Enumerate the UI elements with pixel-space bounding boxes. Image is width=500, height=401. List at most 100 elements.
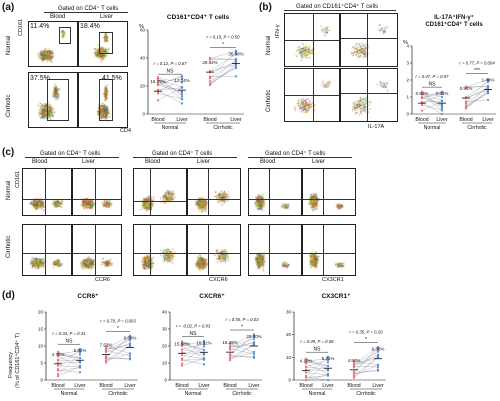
blood-point xyxy=(304,368,308,371)
paired-line xyxy=(209,58,237,84)
blood-point xyxy=(304,357,308,360)
stat-label: r = 0.34, P = 0.31 xyxy=(52,331,86,336)
x-tick-label: Liver xyxy=(74,383,86,389)
chart-title: CX3CR1⁺ xyxy=(321,293,351,300)
pct-normal-blood: 11.4% xyxy=(30,23,50,30)
blood-point xyxy=(180,343,184,346)
panel-c-row-cirrhotic: Cirrhotic xyxy=(6,235,12,258)
paired-line xyxy=(229,341,255,350)
blood-point xyxy=(56,350,60,353)
liver-point xyxy=(202,349,206,352)
paired-line xyxy=(229,334,255,346)
y-tick-label: 0 xyxy=(288,378,291,383)
paired-line xyxy=(353,354,379,368)
liver-point xyxy=(234,66,238,70)
pct-cirrhotic-liver: 41.5% xyxy=(102,75,122,82)
liver-point xyxy=(78,349,82,352)
panel-a-row-normal: Normal xyxy=(6,35,12,55)
paired-line xyxy=(305,376,329,381)
y-tick-label: 30 xyxy=(162,327,168,332)
x-tick-label: Liver xyxy=(322,383,334,389)
paired-line xyxy=(105,343,131,353)
panel-b-row-normal: Normal xyxy=(266,35,272,55)
x-tick-label: Liver xyxy=(124,383,136,389)
blood-point xyxy=(56,364,60,367)
mean-label: 0.64% xyxy=(436,91,449,96)
mean-label: 4.50% xyxy=(348,358,361,363)
liver-point xyxy=(326,373,330,376)
flow-dot-cloud xyxy=(188,225,240,275)
sig-label: NS xyxy=(190,331,198,337)
flow-plot-b-cirrhotic-liver xyxy=(340,68,398,122)
group-label: Cirrhotic xyxy=(232,391,252,397)
paired-line xyxy=(353,356,379,376)
y-tick-label: 20 xyxy=(38,310,44,315)
mean-label: 5.21% xyxy=(322,356,335,361)
paired-line xyxy=(229,343,255,359)
y-tick-label: 3 xyxy=(406,61,409,66)
liver-point xyxy=(252,333,256,336)
paired-line xyxy=(305,366,329,370)
panel-c-col-blood-2: Blood xyxy=(145,159,161,165)
paired-line xyxy=(353,361,379,366)
paired-line xyxy=(181,359,205,365)
mean-label: 36.08% xyxy=(228,51,243,56)
flow-dot-cloud xyxy=(29,22,77,66)
liver-point xyxy=(234,53,238,56)
group-label: Cirrhotic xyxy=(467,125,487,131)
mean-label: 17.04% xyxy=(174,78,189,83)
chart-cd161-cd4: CD161⁺CD4⁺ T cells% 0 20 40 60 16.29% 17.04% 29… xyxy=(139,14,244,131)
flow-plot-c-cx3cr1-cirrhotic-blood xyxy=(248,224,302,276)
blood-point xyxy=(228,359,232,362)
liver-point xyxy=(78,371,82,374)
paired-line xyxy=(465,89,489,109)
y-tick-label: 40 xyxy=(162,310,168,315)
liver-point xyxy=(486,98,490,102)
panel-b-y-axis: IFN-γ xyxy=(275,24,281,38)
blood-point xyxy=(156,83,160,86)
mean-label: 16.31% xyxy=(196,340,211,345)
flow-plot-normal-liver xyxy=(78,21,128,67)
liver-point xyxy=(440,112,444,116)
panel-b-gate-line xyxy=(284,10,396,11)
stat-label: r = -0.02, P = 0.93 xyxy=(176,323,211,328)
liver-point xyxy=(486,92,490,95)
stat-label: r = 0.70, P = 0.003 xyxy=(100,318,136,323)
paired-line xyxy=(57,352,81,361)
liver-point xyxy=(326,361,330,364)
x-tick-label: Liver xyxy=(176,117,188,123)
sig-label: NS xyxy=(314,347,322,353)
paired-line xyxy=(353,357,379,379)
flow-plot-c-ccr6-cirrhotic-blood xyxy=(22,224,72,276)
flow-plot-cirrhotic-liver xyxy=(78,72,128,128)
liver-point xyxy=(180,86,184,89)
paired-line xyxy=(305,360,329,367)
mean-label: 29.92% xyxy=(202,60,217,65)
flow-plot-c-ccr6-normal-blood xyxy=(22,168,72,216)
liver-point xyxy=(376,363,380,366)
paired-line xyxy=(229,338,255,348)
y-tick-label: 40 xyxy=(140,56,146,61)
paired-line xyxy=(305,374,329,381)
liver-point xyxy=(326,355,330,358)
liver-point xyxy=(234,58,238,61)
liver-point xyxy=(252,353,256,356)
blood-point xyxy=(56,373,60,376)
y-tick-label: 15 xyxy=(38,327,44,332)
paired-line xyxy=(57,359,81,362)
y-tick-label: 20 xyxy=(140,84,146,89)
blood-point xyxy=(56,369,60,372)
liver-point xyxy=(180,81,184,84)
paired-line xyxy=(57,354,81,359)
panel-c-col-blood-3: Blood xyxy=(260,159,276,165)
mean-label: 16.39% xyxy=(222,340,237,345)
flow-dot-cloud xyxy=(73,225,121,275)
liver-point xyxy=(78,351,82,354)
liver-point xyxy=(326,365,330,368)
liver-point xyxy=(78,357,82,360)
paired-line xyxy=(57,356,81,367)
paired-line xyxy=(465,80,489,103)
blood-point xyxy=(104,346,108,350)
chart-subtitle: CD161⁺CD4⁺ T cells xyxy=(425,21,483,28)
blood-point xyxy=(228,342,232,345)
